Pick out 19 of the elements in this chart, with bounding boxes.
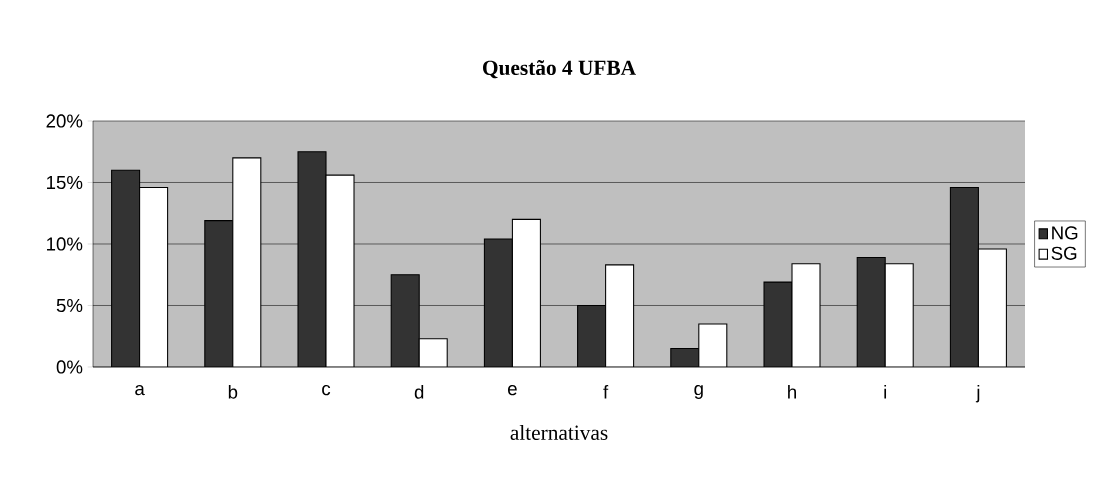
legend-label: SG <box>1051 246 1077 260</box>
x-tick-label: a <box>135 385 145 396</box>
x-axis-title: alternativas <box>510 424 608 440</box>
y-tick-label: 0% <box>56 360 83 374</box>
x-tick-label: h <box>788 385 796 399</box>
x-tick-label: e <box>508 385 517 396</box>
y-tick-label: 20% <box>46 114 83 128</box>
x-tick-label: j <box>975 385 980 403</box>
x-tick-label: f <box>603 385 609 399</box>
y-tick-label: 10% <box>47 237 83 251</box>
legend-label: NG <box>1052 226 1078 240</box>
x-tick-label: b <box>228 385 238 399</box>
x-tick-label: c <box>322 385 331 396</box>
x-tick-label: g <box>694 385 703 399</box>
y-tick-label: 5% <box>56 298 83 313</box>
chart-title: Questão 4 UFBA <box>483 59 636 79</box>
y-tick-label: 15% <box>47 175 83 190</box>
x-tick-label: i <box>884 385 887 399</box>
x-tick-label: d <box>414 385 424 399</box>
